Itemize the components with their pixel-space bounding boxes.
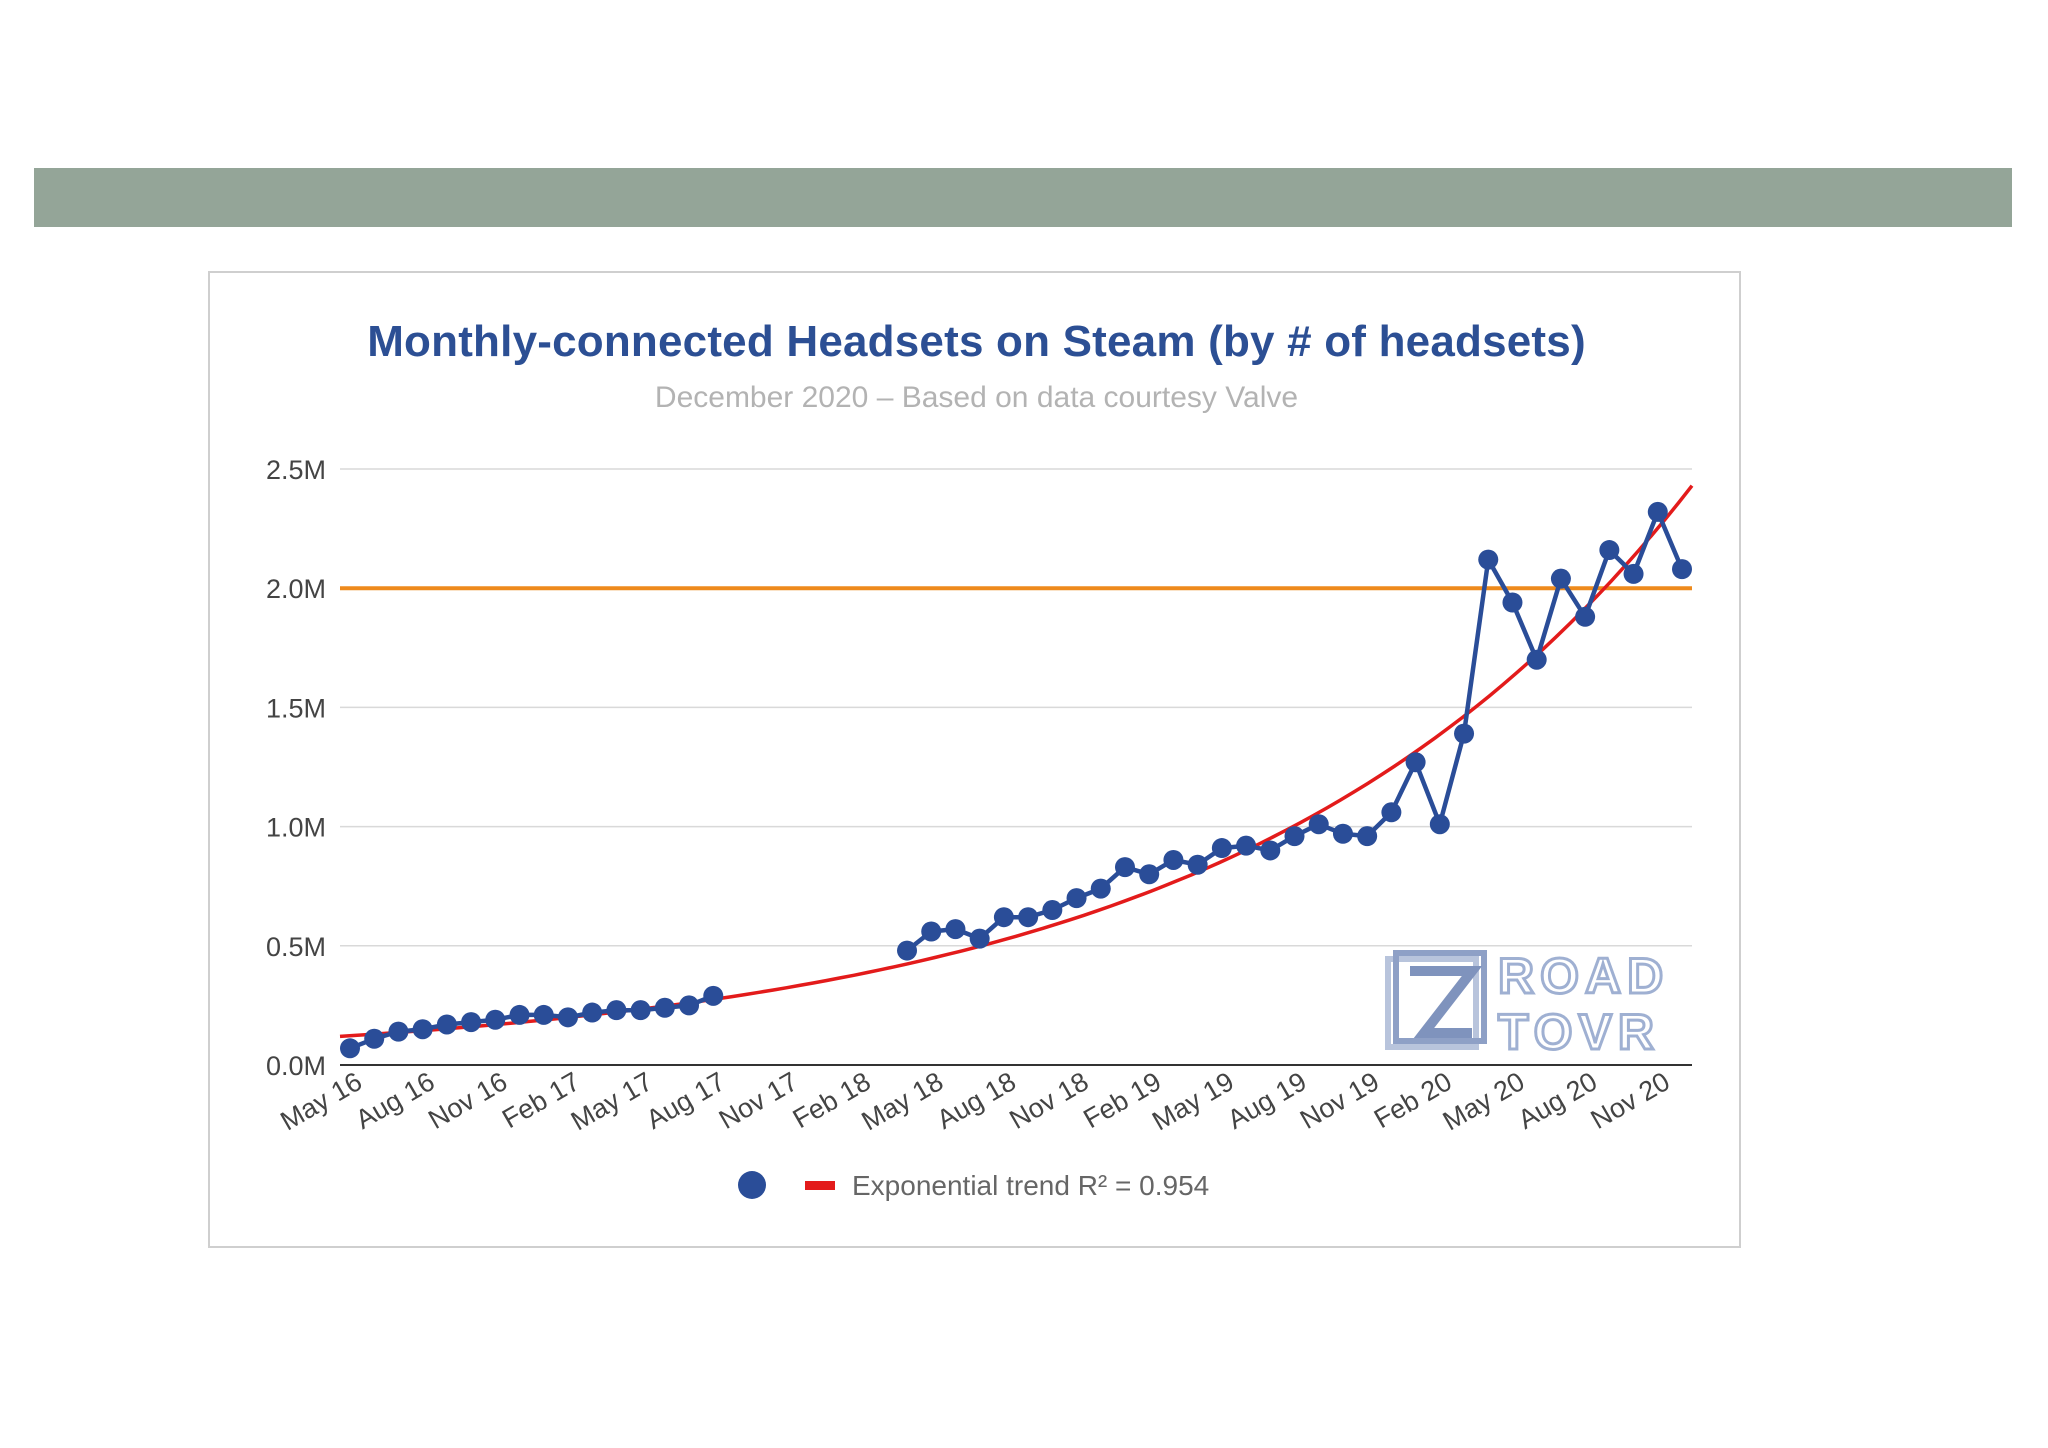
x-tick-label: Feb 20 <box>1369 1066 1457 1134</box>
data-point <box>1599 540 1620 561</box>
x-tick-label: Nov 16 <box>423 1066 512 1135</box>
data-point <box>1042 900 1063 921</box>
data-point <box>1284 826 1305 847</box>
data-point <box>1308 814 1329 835</box>
data-point <box>1090 878 1111 899</box>
x-tick-label: Aug 18 <box>932 1066 1021 1135</box>
legend-marker-line <box>805 1181 835 1190</box>
data-point <box>1163 849 1184 870</box>
y-tick-label: 0.0M <box>266 1051 326 1081</box>
data-point <box>1623 563 1644 584</box>
data-point <box>364 1028 385 1049</box>
series-line <box>349 993 715 1051</box>
data-point <box>1381 802 1402 823</box>
x-tick-label: Aug 19 <box>1222 1066 1311 1135</box>
chart-title: Monthly-connected Headsets on Steam (by … <box>367 317 1586 366</box>
data-point <box>1405 752 1426 773</box>
logo-box <box>1393 950 1487 1044</box>
data-point <box>485 1009 506 1030</box>
data-point <box>533 1004 554 1025</box>
data-point <box>1454 723 1475 744</box>
data-point <box>1672 559 1692 580</box>
data-point <box>630 1000 651 1021</box>
data-point <box>606 1000 627 1021</box>
data-point <box>1502 592 1523 613</box>
data-point <box>1332 823 1353 844</box>
logo-box-shadow <box>1385 956 1479 1050</box>
legend-label: Exponential trend R² = 0.954 <box>852 1170 1209 1201</box>
x-tick-label: Feb 19 <box>1078 1066 1166 1134</box>
x-tick-label: Aug 16 <box>351 1066 440 1135</box>
y-tick-label: 1.0M <box>266 813 326 843</box>
data-point <box>1018 907 1039 928</box>
data-point <box>1575 606 1596 627</box>
data-point <box>557 1007 578 1028</box>
data-point <box>1429 814 1450 835</box>
data-point <box>461 1012 482 1033</box>
data-point <box>969 928 990 949</box>
data-point <box>1260 840 1281 861</box>
y-tick-label: 2.0M <box>266 574 326 604</box>
data-point <box>1526 649 1547 670</box>
data-point <box>703 985 724 1006</box>
logo-z-glyph <box>1410 966 1483 1038</box>
data-point <box>509 1004 530 1025</box>
legend-marker-circle <box>738 1171 766 1199</box>
data-point <box>654 997 675 1018</box>
data-point <box>1187 854 1208 875</box>
x-tick-label: Feb 18 <box>788 1066 876 1134</box>
data-point <box>1139 864 1160 885</box>
x-tick-label: Nov 17 <box>714 1066 803 1135</box>
data-point <box>1550 568 1571 589</box>
watermark-text-road: ROAD <box>1498 948 1669 1004</box>
x-tick-label: May 17 <box>566 1066 658 1136</box>
chart-subtitle: December 2020 – Based on data courtesy V… <box>654 381 1299 414</box>
data-point <box>582 1002 603 1023</box>
data-point <box>1357 826 1378 847</box>
watermark-text-tovr: TOVR <box>1498 1004 1660 1060</box>
data-point <box>1647 501 1668 522</box>
data-point <box>993 907 1014 928</box>
data-point <box>1114 857 1135 878</box>
x-tick-label: May 20 <box>1438 1066 1530 1136</box>
data-point <box>1236 835 1257 856</box>
data-point <box>388 1021 409 1042</box>
x-tick-label: Aug 20 <box>1513 1066 1602 1135</box>
data-point <box>436 1014 457 1035</box>
x-tick-label: Nov 19 <box>1295 1066 1384 1135</box>
x-tick-label: Aug 17 <box>641 1066 730 1135</box>
data-point <box>412 1019 433 1040</box>
x-tick-label: May 19 <box>1147 1066 1239 1136</box>
x-tick-label: Feb 17 <box>497 1066 585 1134</box>
data-point <box>921 921 942 942</box>
slide-header-band <box>34 168 2012 227</box>
x-tick-label: May 18 <box>857 1066 949 1136</box>
data-point <box>679 995 700 1016</box>
x-tick-label: Nov 18 <box>1004 1066 1093 1135</box>
data-point <box>1478 549 1499 570</box>
data-point <box>1211 838 1232 859</box>
x-tick-label: Nov 20 <box>1586 1066 1675 1135</box>
data-point <box>945 919 966 940</box>
data-point <box>1066 888 1087 909</box>
y-tick-label: 2.5M <box>266 455 326 485</box>
y-tick-label: 0.5M <box>266 932 326 962</box>
y-tick-label: 1.5M <box>266 693 326 723</box>
data-point <box>340 1038 360 1059</box>
chart-frame: Monthly-connected Headsets on Steam (by … <box>208 271 1741 1248</box>
data-point <box>897 940 918 961</box>
